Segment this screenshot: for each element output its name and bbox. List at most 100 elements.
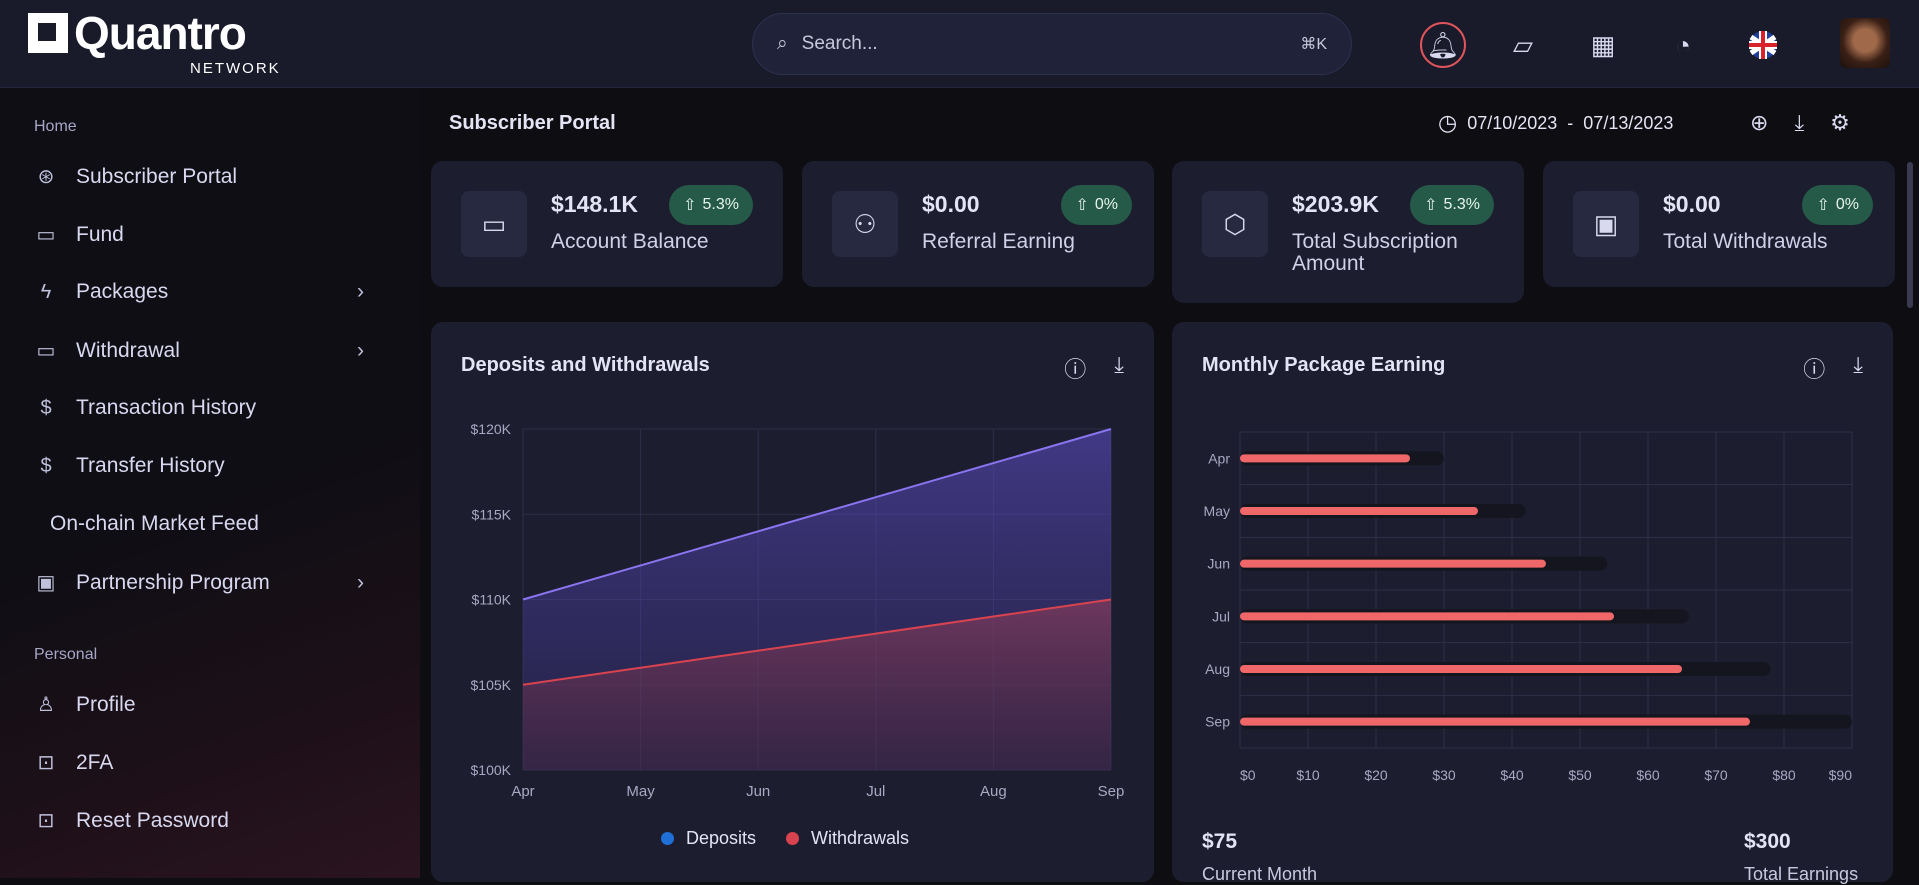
sidebar-item-profile[interactable]: ♙ Profile (34, 692, 364, 717)
download-icon[interactable]: ⤓ (1794, 110, 1805, 135)
user-icon: ♙ (37, 694, 55, 716)
y-tick-label: $115K (472, 506, 512, 522)
lock-icon: ⊡ (37, 752, 55, 774)
change-value: 5.3% (1443, 196, 1480, 213)
y-tick-label: $120K (471, 421, 512, 437)
info-icon[interactable]: ⓘ (1803, 357, 1826, 382)
arrow-up-circle-icon: ⇧ (1816, 197, 1830, 214)
avatar[interactable] (1840, 18, 1890, 68)
chart-title: Deposits and Withdrawals (461, 354, 710, 376)
sidebar-item-2fa[interactable]: ⊡ 2FA (34, 750, 364, 775)
x-tick-label: $80 (1772, 767, 1796, 783)
sidebar-item-transaction-history[interactable]: $ Transaction History (34, 396, 364, 420)
current-month-label: Current Month (1202, 864, 1318, 884)
x-tick-label: $20 (1364, 767, 1388, 783)
sidebar-item-label: Packages (76, 280, 169, 303)
logo[interactable]: Quantro (28, 10, 247, 56)
legend-dot (786, 832, 800, 845)
wallet-icon: ▭ (36, 224, 56, 246)
gear-icon[interactable]: ⚙ (1830, 110, 1850, 135)
date-to: 07/13/2023 (1583, 112, 1674, 133)
add-circle-icon[interactable]: ⊕ (1750, 110, 1769, 135)
chevron-right-icon: › (357, 338, 364, 362)
y-tick-label: Apr (1208, 450, 1230, 466)
sidebar-item-label: Transaction History (76, 396, 257, 419)
x-tick-label: Jun (746, 783, 770, 800)
bolt-icon: ϟ (40, 280, 52, 303)
stat-value: $203.9K (1292, 191, 1379, 217)
stat-card[interactable]: ▣ $0.00 Total Withdrawals ⇧ 0% (1543, 161, 1895, 287)
stat-value: $148.1K (551, 191, 638, 217)
sidebar-item-transfer-history[interactable]: $ Transfer History (34, 454, 364, 478)
palette-icon[interactable]: ◔ (1675, 29, 1691, 60)
scrollbar[interactable] (1907, 162, 1913, 308)
arrow-up-circle-icon: ⇧ (1424, 197, 1438, 214)
stat-value: $0.00 (1663, 191, 1721, 217)
stat-card[interactable]: ⬡ $203.9K Total Subscription Amount ⇧ 5.3… (1172, 161, 1524, 303)
chart-title: Monthly Package Earning (1202, 354, 1446, 376)
stat-label: Total Withdrawals (1663, 230, 1828, 253)
sidebar-item-label: Withdrawal (76, 338, 180, 362)
sidebar-item-packages[interactable]: ϟ Packages › (34, 280, 364, 304)
message-icon[interactable]: ▱ (1513, 29, 1533, 60)
legend-deposits[interactable]: Deposits (661, 828, 756, 849)
search-input[interactable]: ⌕ Search... ⌘K (752, 13, 1352, 75)
stat-label: Total Subscription Amount (1292, 230, 1458, 275)
bar-chart: $0 $10 $20 $30 $40 $50 $60 $70 $80 $90 Apr May Jun Ju… (1204, 431, 1853, 783)
x-tick-label: $90 (1829, 767, 1853, 783)
sidebar-item-market-feed[interactable]: On-chain Market Feed (50, 512, 380, 536)
sidebar-item-label: Profile (76, 692, 136, 716)
users-icon: ⚇ (832, 191, 898, 257)
sidebar-item-partnership-program[interactable]: ▣ Partnership Program › (34, 570, 364, 595)
sidebar-item-withdrawal[interactable]: ▭ Withdrawal › (34, 338, 364, 363)
x-tick-label: $50 (1568, 767, 1592, 783)
total-earnings-value: $300 (1744, 830, 1791, 853)
x-tick-label: $70 (1704, 767, 1728, 783)
sidebar: Home ⊛ Subscriber Portal ▭ Fund ϟ Packages ›… (0, 88, 420, 878)
bell-icon[interactable]: 🔔︎ (1420, 22, 1466, 68)
legend-dot (661, 832, 674, 845)
x-tick-label: $30 (1432, 767, 1456, 783)
clock-icon: ◷ (1438, 110, 1458, 135)
uk-flag-icon[interactable] (1740, 22, 1786, 68)
stat-card[interactable]: ⚇ $0.00 Referral Earning ⇧ 0% (802, 161, 1154, 287)
sidebar-item-label: On-chain Market Feed (50, 512, 259, 535)
apps-grid-icon[interactable]: ▦ (1590, 29, 1616, 60)
sidebar-item-label: 2FA (76, 750, 114, 774)
sidebar-item-reset-password[interactable]: ⊡ Reset Password (34, 808, 364, 833)
change-value: 5.3% (702, 196, 739, 213)
x-tick-label: $60 (1636, 767, 1660, 783)
x-tick-label: Apr (511, 783, 534, 800)
deposits-withdrawals-card: Deposits and Withdrawals ⓘ ⤓ $100K $105K $1… (431, 322, 1154, 882)
sidebar-item-label: Transfer History (76, 454, 225, 477)
chip-icon: ▣ (36, 572, 56, 594)
bar (1240, 612, 1614, 621)
info-icon[interactable]: ⓘ (1064, 357, 1087, 382)
date-range-picker[interactable]: ◷ 07/10/2023-07/13/2023 (1438, 110, 1673, 136)
download-icon[interactable]: ⤓ (1114, 352, 1124, 377)
stat-card[interactable]: ▭ $148.1K Account Balance ⇧ 5.3% (431, 161, 783, 287)
stat-value: $0.00 (922, 191, 980, 217)
download-icon[interactable]: ⤓ (1853, 352, 1863, 377)
banknote-icon: ▣ (1573, 191, 1639, 257)
change-badge: ⇧ 0% (1802, 185, 1873, 225)
change-badge: ⇧ 0% (1061, 185, 1132, 225)
box-icon: ⬡ (1202, 191, 1268, 257)
bar (1240, 454, 1410, 463)
y-tick-label: Jun (1207, 556, 1230, 572)
sidebar-item-label: Subscriber Portal (76, 164, 238, 188)
sidebar-item-label: Fund (76, 222, 124, 246)
change-badge: ⇧ 5.3% (1410, 185, 1494, 225)
sidebar-item-subscriber-portal[interactable]: ⊛ Subscriber Portal (34, 164, 364, 189)
y-tick-label: Jul (1212, 608, 1230, 624)
total-earnings-label: Total Earnings (1744, 864, 1859, 884)
sidebar-item-fund[interactable]: ▭ Fund (34, 222, 364, 247)
arrow-up-circle-icon: ⇧ (683, 197, 697, 214)
line-deposits (522, 428, 1112, 601)
stat-label: Account Balance (551, 230, 709, 253)
y-tick-label: Sep (1205, 714, 1230, 730)
search-icon: ⌕ (777, 33, 788, 54)
legend-withdrawals[interactable]: Withdrawals (786, 828, 909, 849)
x-tick-label: May (626, 783, 655, 800)
change-value: 0% (1094, 196, 1118, 213)
